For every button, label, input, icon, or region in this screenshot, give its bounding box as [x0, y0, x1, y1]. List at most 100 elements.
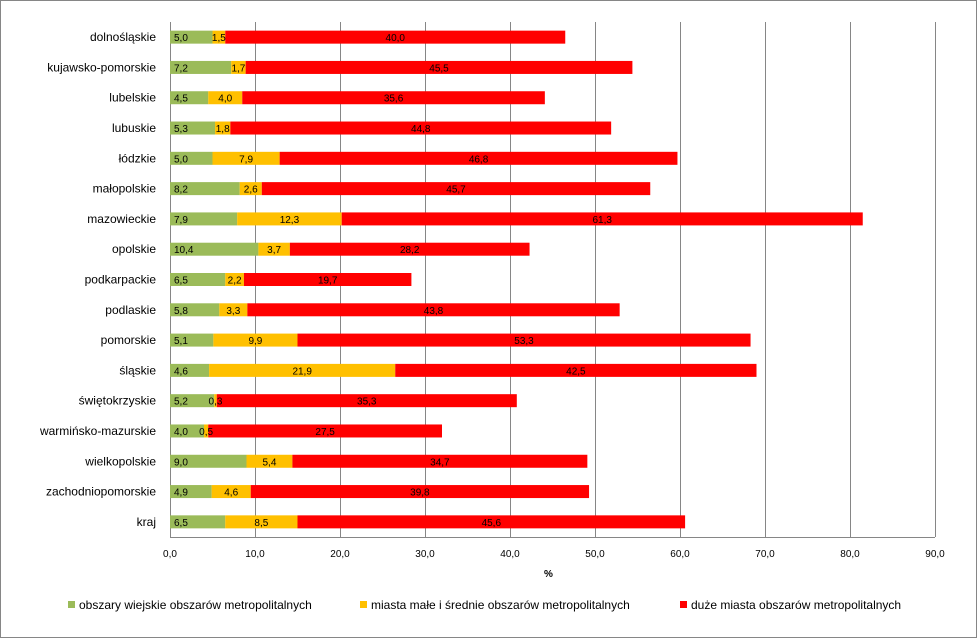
category-label: podkarpackie: [85, 273, 157, 287]
bar-segment: [170, 424, 204, 438]
data-label: 1,5: [212, 33, 226, 44]
bar-segment: [225, 273, 244, 286]
x-tick-label: 70,0: [755, 549, 775, 560]
legend-label: obszary wiejskie obszarów metropolitalny…: [79, 598, 312, 612]
category-label: małopolskie: [93, 182, 157, 196]
bar-segment: [170, 273, 226, 286]
bar-segment: [258, 242, 290, 256]
bar-segment: [170, 242, 259, 256]
bar-segment: [170, 515, 226, 529]
data-label: 4,9: [174, 488, 188, 499]
x-tick-label: 0,0: [163, 549, 177, 560]
x-tick-label: 40,0: [500, 549, 520, 560]
bar-segment: [297, 515, 686, 529]
bar-segment: [242, 91, 545, 105]
bar-segment: [170, 394, 215, 408]
category-label: podlaskie: [105, 303, 156, 317]
data-label: 35,6: [384, 94, 404, 105]
bar-segment: [341, 212, 863, 226]
bar-segment: [212, 151, 280, 165]
data-label: 4,0: [174, 427, 188, 438]
data-label: 1,7: [231, 63, 245, 74]
bar-segment: [170, 182, 240, 196]
data-label: 12,3: [280, 215, 300, 226]
legend-label: miasta małe i średnie obszarów metropoli…: [371, 598, 630, 612]
legend-swatch: [680, 601, 687, 608]
category-labels: dolnośląskie kujawsko-pomorskie lubelskie l…: [39, 30, 156, 529]
data-label: 4,6: [224, 488, 238, 499]
data-label: 2,2: [228, 276, 242, 287]
x-tick-label: 20,0: [330, 549, 350, 560]
data-label: 8,5: [254, 518, 268, 529]
bar-segment: [212, 30, 226, 44]
category-label: kujawsko-pomorskie: [47, 60, 156, 74]
bar-segment: [231, 60, 246, 74]
x-tick-label: 60,0: [670, 549, 690, 560]
bar-segment: [170, 121, 216, 135]
data-label: 6,5: [174, 518, 188, 529]
legend: obszary wiejskie obszarów metropolitalny…: [68, 598, 901, 612]
data-label: 3,3: [226, 306, 240, 317]
category-label: lubelskie: [109, 91, 156, 105]
data-label: 5,1: [174, 336, 188, 347]
data-label: 34,7: [430, 457, 450, 468]
data-label: 53,3: [514, 336, 534, 347]
category-label: świętokrzyskie: [79, 394, 157, 408]
bar-segment: [170, 151, 213, 165]
data-label: 7,9: [239, 154, 253, 165]
bar-segment: [209, 363, 396, 377]
bar-segment: [395, 363, 757, 377]
bar-segment: [225, 515, 298, 529]
data-label: 5,3: [174, 124, 188, 135]
bar-segment: [239, 182, 262, 196]
bar-segment: [170, 333, 214, 347]
bar-segment: [230, 121, 612, 135]
data-label: 45,5: [429, 63, 449, 74]
bar-segment: [170, 30, 213, 44]
legend-swatch: [360, 601, 367, 608]
data-label: 6,5: [174, 276, 188, 287]
x-tick-labels: 0,0 10,0 20,0 30,0 40,0 50,0 60,0 70,0 80,0 90,0: [163, 549, 945, 560]
bar-segment: [215, 121, 231, 135]
bar-segment: [247, 303, 620, 317]
bar-segment: [170, 91, 209, 105]
data-label: 7,9: [174, 215, 188, 226]
category-label: łódzkie: [119, 151, 157, 165]
bar-segment: [208, 91, 243, 105]
category-label: kraj: [137, 515, 156, 529]
data-label: 2,6: [244, 185, 258, 196]
category-label: opolskie: [112, 242, 156, 256]
data-label: 5,0: [174, 154, 188, 165]
data-label: 4,0: [218, 94, 232, 105]
bar-segment: [204, 424, 209, 438]
bar-segment: [208, 424, 442, 438]
bar-segment: [170, 303, 220, 317]
gridlines: [170, 22, 936, 538]
bar-segment: [170, 485, 212, 499]
bar-segment: [289, 242, 530, 256]
data-label: 5,4: [262, 457, 276, 468]
bar-segment: [246, 454, 293, 468]
data-label: 28,2: [400, 245, 420, 256]
category-label: dolnośląskie: [90, 30, 156, 44]
data-label: 4,6: [174, 366, 188, 377]
x-tick-label: 30,0: [415, 549, 435, 560]
x-tick-label: 10,0: [245, 549, 265, 560]
bar-segment: [292, 454, 588, 468]
bar-segment: [237, 212, 342, 226]
bar-segment: [261, 182, 651, 196]
category-label: wielkopolskie: [84, 454, 156, 468]
bar-segment: [279, 151, 678, 165]
data-label: 40,0: [386, 33, 406, 44]
data-label: 3,7: [267, 245, 281, 256]
bar-segment: [219, 303, 248, 317]
category-label: mazowieckie: [87, 212, 156, 226]
data-label: 46,8: [469, 154, 489, 165]
data-label: 21,9: [292, 366, 312, 377]
category-label: śląskie: [119, 363, 156, 377]
category-label: pomorskie: [101, 333, 157, 347]
x-tick-label: 90,0: [925, 549, 945, 560]
x-tick-label: 80,0: [840, 549, 860, 560]
